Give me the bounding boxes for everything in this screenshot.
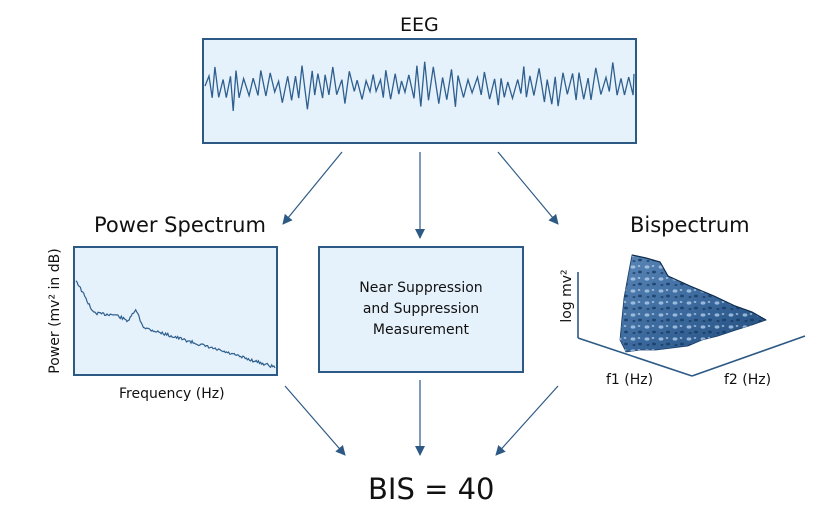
near-suppression-line-1: Near Suppression [359, 280, 483, 296]
bis-result: BIS = 40 [368, 472, 495, 506]
near-suppression-label: Near Suppression and Suppression Measure… [359, 278, 482, 341]
power-spectrum-x-axis-label: Frequency (Hz) [119, 386, 225, 402]
bispectrum-f1-axis-label: f1 (Hz) [606, 372, 654, 388]
arrow-eeg-to-bispectrum [497, 151, 559, 225]
power-spectrum-title: Power Spectrum [94, 213, 266, 237]
near-suppression-line-2: and Suppression [362, 301, 480, 317]
power-spectrum-box [73, 246, 278, 376]
near-suppression-line-3: Measurement [372, 322, 470, 338]
eeg-title: EEG [400, 14, 439, 36]
arrow-power-spectrum-to-bis [284, 385, 346, 456]
power-spectrum-trace [75, 280, 276, 369]
bispectrum-f2-axis-label: f2 (Hz) [724, 372, 772, 388]
arrow-eeg-to-power-spectrum [282, 151, 343, 225]
bispectrum-title: Bispectrum [630, 213, 750, 237]
bispectrum-axes [577, 272, 806, 377]
near-suppression-box: Near Suppression and Suppression Measure… [318, 246, 524, 373]
arrow-bispectrum-to-bis [495, 385, 559, 456]
eeg-waveform [204, 61, 635, 111]
bispectrum-surface [619, 254, 767, 353]
